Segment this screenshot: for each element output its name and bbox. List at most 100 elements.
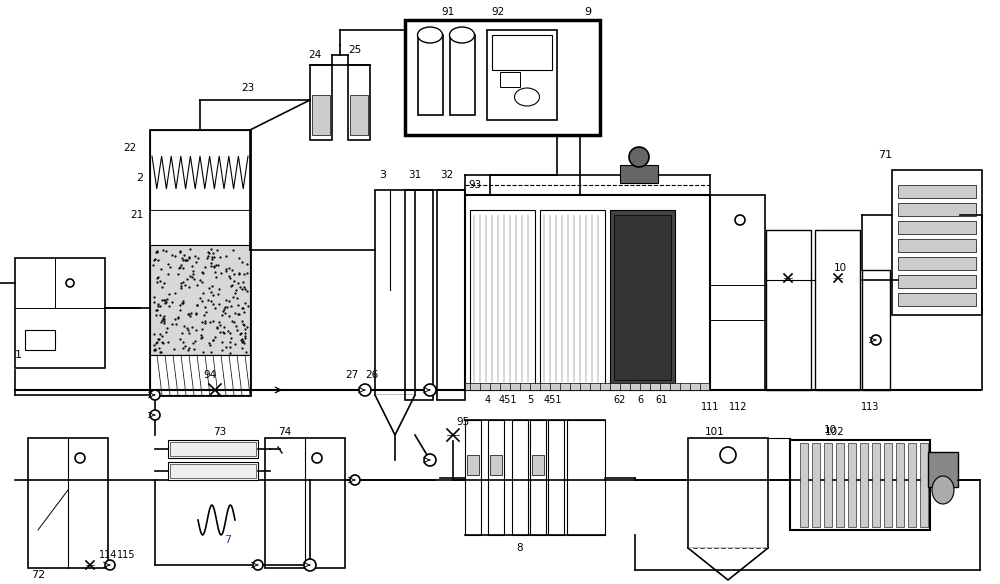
Bar	[610, 210, 675, 385]
Bar	[928, 452, 958, 487]
Bar	[898, 293, 976, 306]
Text: 6: 6	[637, 395, 643, 405]
Text: 31: 31	[408, 170, 422, 180]
Text: 91: 91	[441, 7, 455, 17]
Text: 22: 22	[123, 143, 137, 153]
Bar	[898, 275, 976, 288]
Bar	[437, 190, 465, 400]
Bar	[492, 35, 552, 70]
Bar	[872, 443, 880, 527]
Circle shape	[871, 335, 881, 345]
Bar	[836, 443, 844, 527]
Bar	[512, 420, 528, 535]
Bar	[530, 420, 546, 535]
Text: 72: 72	[31, 570, 45, 580]
Circle shape	[150, 390, 160, 400]
Text: 10: 10	[833, 263, 847, 273]
Bar	[824, 443, 832, 527]
Text: 7: 7	[224, 535, 232, 545]
Text: 451: 451	[544, 395, 562, 405]
Ellipse shape	[418, 27, 442, 43]
Bar	[465, 195, 710, 390]
Text: 92: 92	[491, 7, 505, 17]
Bar	[896, 443, 904, 527]
Text: 3: 3	[380, 170, 386, 180]
Text: 62: 62	[614, 395, 626, 405]
Ellipse shape	[514, 88, 540, 106]
Text: 451: 451	[499, 395, 517, 405]
Polygon shape	[375, 395, 415, 435]
Text: 71: 71	[878, 150, 892, 160]
Text: 115: 115	[117, 550, 135, 560]
Text: 73: 73	[213, 427, 227, 437]
Text: 9: 9	[584, 7, 592, 17]
Bar	[920, 443, 928, 527]
Circle shape	[312, 453, 322, 463]
Bar	[150, 130, 250, 395]
Circle shape	[253, 560, 263, 570]
Text: 114: 114	[99, 550, 117, 560]
Bar	[815, 230, 860, 390]
Bar	[766, 230, 811, 390]
Bar	[898, 239, 976, 252]
Circle shape	[66, 279, 74, 287]
Bar	[350, 95, 368, 135]
Circle shape	[720, 447, 736, 463]
Text: 4: 4	[485, 395, 491, 405]
Bar	[470, 210, 535, 385]
Bar	[884, 443, 892, 527]
Text: 27: 27	[345, 370, 359, 380]
Bar	[168, 462, 258, 480]
Bar	[898, 203, 976, 216]
Bar	[28, 438, 108, 568]
Bar	[688, 438, 768, 548]
Text: 23: 23	[241, 83, 255, 93]
Bar	[265, 438, 345, 568]
Bar	[898, 185, 976, 198]
Bar	[908, 443, 916, 527]
Text: 95: 95	[456, 417, 470, 427]
Bar	[620, 165, 658, 183]
Ellipse shape	[450, 27, 475, 43]
Bar	[170, 442, 256, 456]
Text: 113: 113	[861, 402, 879, 412]
Bar	[898, 257, 976, 270]
Text: 8: 8	[517, 543, 523, 553]
Bar	[567, 420, 605, 535]
Circle shape	[105, 560, 115, 570]
Text: 61: 61	[656, 395, 668, 405]
Bar	[548, 420, 564, 535]
Circle shape	[735, 215, 745, 225]
Text: 24: 24	[308, 50, 322, 60]
Bar	[348, 65, 370, 140]
Bar	[467, 455, 479, 475]
Circle shape	[150, 410, 160, 420]
Bar	[25, 330, 55, 350]
Bar	[375, 190, 415, 395]
Bar	[310, 65, 332, 140]
Text: 2: 2	[136, 173, 144, 183]
Bar	[800, 443, 808, 527]
Bar	[490, 455, 502, 475]
Text: 74: 74	[278, 427, 292, 437]
Bar	[150, 210, 250, 245]
Text: 94: 94	[203, 370, 217, 380]
Bar	[710, 195, 765, 390]
Bar	[150, 245, 250, 355]
Bar	[465, 420, 481, 535]
Text: 101: 101	[705, 427, 725, 437]
Polygon shape	[688, 548, 768, 580]
Text: 5: 5	[527, 395, 533, 405]
Bar	[150, 130, 250, 210]
Bar	[812, 443, 820, 527]
Bar	[465, 383, 710, 390]
Bar	[312, 95, 330, 135]
Text: 25: 25	[348, 45, 362, 55]
Text: 111: 111	[701, 402, 719, 412]
Circle shape	[350, 475, 360, 485]
Text: 102: 102	[825, 427, 845, 437]
Bar	[488, 420, 504, 535]
Bar	[860, 443, 868, 527]
Circle shape	[629, 147, 649, 167]
Text: 1: 1	[14, 350, 22, 360]
